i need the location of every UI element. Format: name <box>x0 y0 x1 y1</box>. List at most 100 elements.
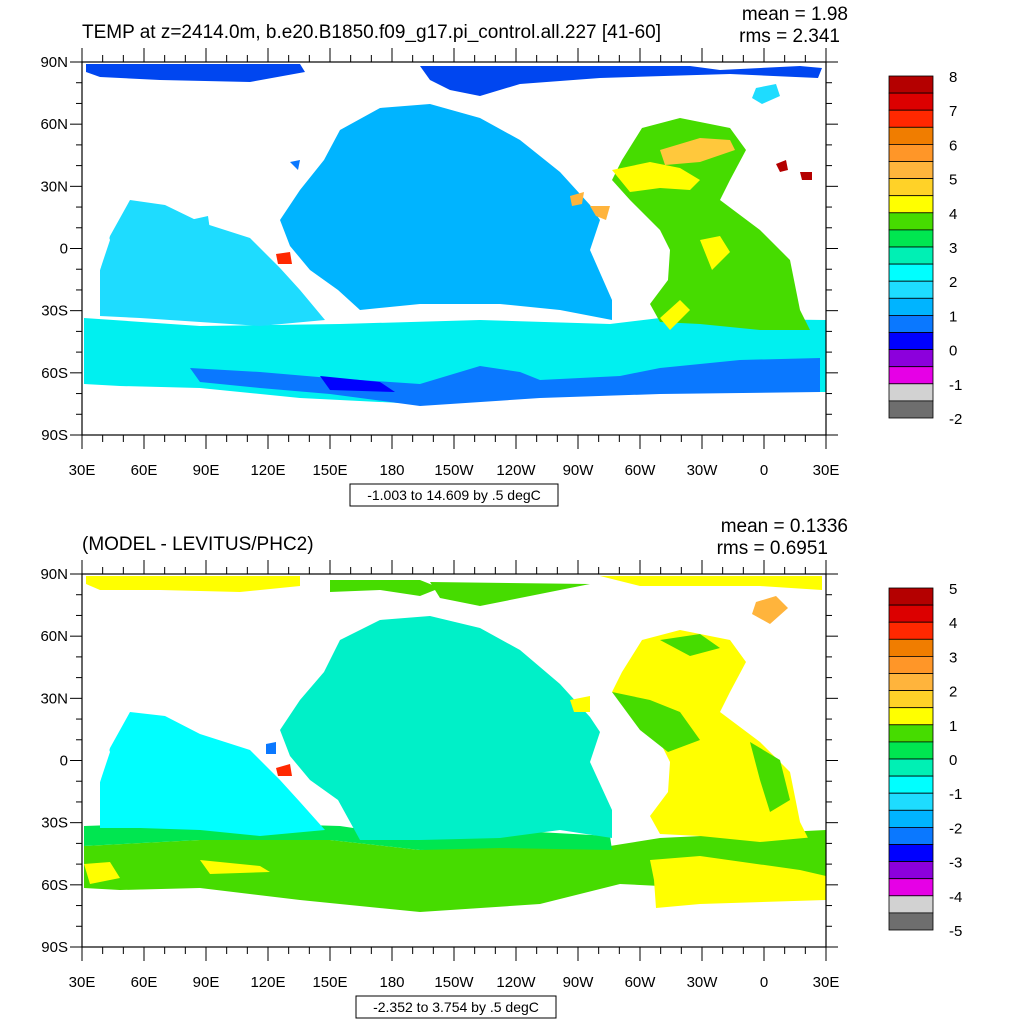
colorbar-label: -4 <box>949 889 962 906</box>
colorbar-label: 7 <box>949 103 957 120</box>
colorbar-swatch <box>888 400 934 419</box>
atlantic-yellow <box>700 236 730 270</box>
y-tick-label: 30S <box>41 815 68 832</box>
x-ticks: 30E 60E 90E 120E 150E 180 150W 120W 90W 60W 30W 0 30… <box>69 560 840 991</box>
indian-ocean <box>100 200 325 326</box>
y-tick-label: 90S <box>41 939 68 956</box>
x-tick-label: 150W <box>434 462 474 479</box>
so-yellow <box>650 856 826 908</box>
x-tick-label: 0 <box>760 974 768 991</box>
map-plot: 90N 60N 30N 0 30S 60S 90S 30E 60E 90E 120E 150E 180… <box>40 48 839 479</box>
colorbar-swatch <box>888 809 934 828</box>
x-tick-label: 30E <box>813 974 840 991</box>
range-box <box>355 995 557 1019</box>
red-sea <box>276 764 292 776</box>
gulf-warm <box>590 206 610 220</box>
colorbar-swatch <box>888 895 934 914</box>
y-tick-label: 0 <box>60 241 68 258</box>
y-tick-label: 90S <box>41 427 68 444</box>
colorbar-swatch <box>888 587 934 606</box>
atlantic-green <box>612 692 700 752</box>
colorbar-label: -3 <box>949 855 962 872</box>
x-tick-label: 60E <box>131 462 158 479</box>
colorbar-label: 3 <box>949 649 957 666</box>
nordic-sea <box>752 84 780 104</box>
colorbar-swatch <box>888 314 934 333</box>
y-tick-label: 60N <box>40 116 68 133</box>
colorbar-swatch <box>888 366 934 385</box>
colorbar-swatch <box>888 349 934 368</box>
colorbar-label: 4 <box>949 206 957 223</box>
panel-title: TEMP at z=2414.0m, b.e20.B1850.f09_g17.p… <box>82 22 661 43</box>
x-tick-label: 0 <box>760 462 768 479</box>
so-yellow <box>200 860 270 874</box>
x-tick-label: 90E <box>193 462 220 479</box>
x-tick-label: 120W <box>496 974 536 991</box>
colorbar-swatch <box>888 707 934 726</box>
arctic-green <box>330 580 440 596</box>
map-plot: 90N 60N 30N 0 30S 60S 90S 30E 60E 90E 120E 150E 180… <box>40 560 839 991</box>
red-sea <box>266 742 276 754</box>
colorbar-swatch <box>888 861 934 880</box>
colorbar-swatch <box>888 263 934 282</box>
colorbar-swatch <box>888 638 934 657</box>
colorbar-swatch <box>888 724 934 743</box>
arctic-ocean <box>420 66 822 96</box>
land-africa <box>82 70 110 300</box>
nordic-warm <box>752 596 788 624</box>
colorbar-swatch <box>888 332 934 351</box>
atlantic-warm <box>660 138 735 165</box>
colorbar-label: -2 <box>949 820 962 837</box>
colorbar-swatch <box>888 297 934 316</box>
colorbar-swatch <box>888 912 934 931</box>
y-ticks: 90N 60N 30N 0 30S 60S 90S <box>40 566 838 956</box>
colorbar-label: -5 <box>949 923 962 940</box>
panel-top: TEMP at z=2414.0m, b.e20.B1850.f09_g17.p… <box>40 4 962 507</box>
rms-label: rms = 2.341 <box>739 26 840 47</box>
gulf-yellow <box>570 696 590 712</box>
colorbar-swatch <box>888 758 934 777</box>
med-hot <box>800 172 812 180</box>
colorbar-swatch <box>888 690 934 709</box>
x-tick-label: 120W <box>496 462 536 479</box>
colorbar-label: 8 <box>949 69 957 86</box>
colorbar-swatch <box>888 143 934 162</box>
colorbar-swatch <box>888 280 934 299</box>
southern-ocean <box>84 830 826 912</box>
indian-ocean <box>100 712 325 836</box>
x-tick-label: 60E <box>131 974 158 991</box>
y-tick-label: 90N <box>40 54 68 71</box>
colorbar-label: 5 <box>949 172 957 189</box>
colorbar-swatch <box>888 827 934 845</box>
colorbar-swatch <box>888 656 934 674</box>
range-box <box>349 483 559 507</box>
x-tick-label: 90W <box>563 462 595 479</box>
colorbar-swatch <box>888 178 934 197</box>
x-tick-label: 180 <box>379 462 404 479</box>
x-tick-label: 150E <box>312 974 347 991</box>
y-tick-label: 60S <box>41 877 68 894</box>
colorbar-swatch <box>888 246 934 265</box>
y-tick-label: 0 <box>60 753 68 770</box>
colorbar: 5 4 3 2 1 0 -1 -2 -3 -4 -5 <box>888 581 962 940</box>
panel-bottom: (MODEL - LEVITUS/PHC2) mean = 0.1336 rms… <box>40 516 962 1019</box>
x-tick-label: 30E <box>69 974 96 991</box>
indian-ocean <box>190 216 212 246</box>
arctic-ocean <box>600 576 822 590</box>
y-tick-label: 30N <box>40 178 68 195</box>
colorbar-label: -1 <box>949 786 962 803</box>
panel-title: (MODEL - LEVITUS/PHC2) <box>82 534 314 555</box>
range-label: -1.003 to 14.609 by .5 degC <box>367 487 541 503</box>
y-tick-label: 90N <box>40 566 68 583</box>
colorbar-swatch <box>888 383 934 402</box>
x-tick-label: 30W <box>687 462 719 479</box>
colorbar-swatch <box>888 621 934 640</box>
atlantic-green <box>750 742 790 812</box>
atlantic-green <box>760 836 826 860</box>
x-tick-label: 180 <box>379 974 404 991</box>
colorbar-label: -1 <box>949 377 962 394</box>
colorbar-label: 2 <box>949 684 957 701</box>
y-tick-label: 30S <box>41 303 68 320</box>
colorbar-swatch <box>888 604 934 623</box>
colorbar: 8 7 6 5 4 3 2 1 0 -1 -2 <box>888 69 962 428</box>
